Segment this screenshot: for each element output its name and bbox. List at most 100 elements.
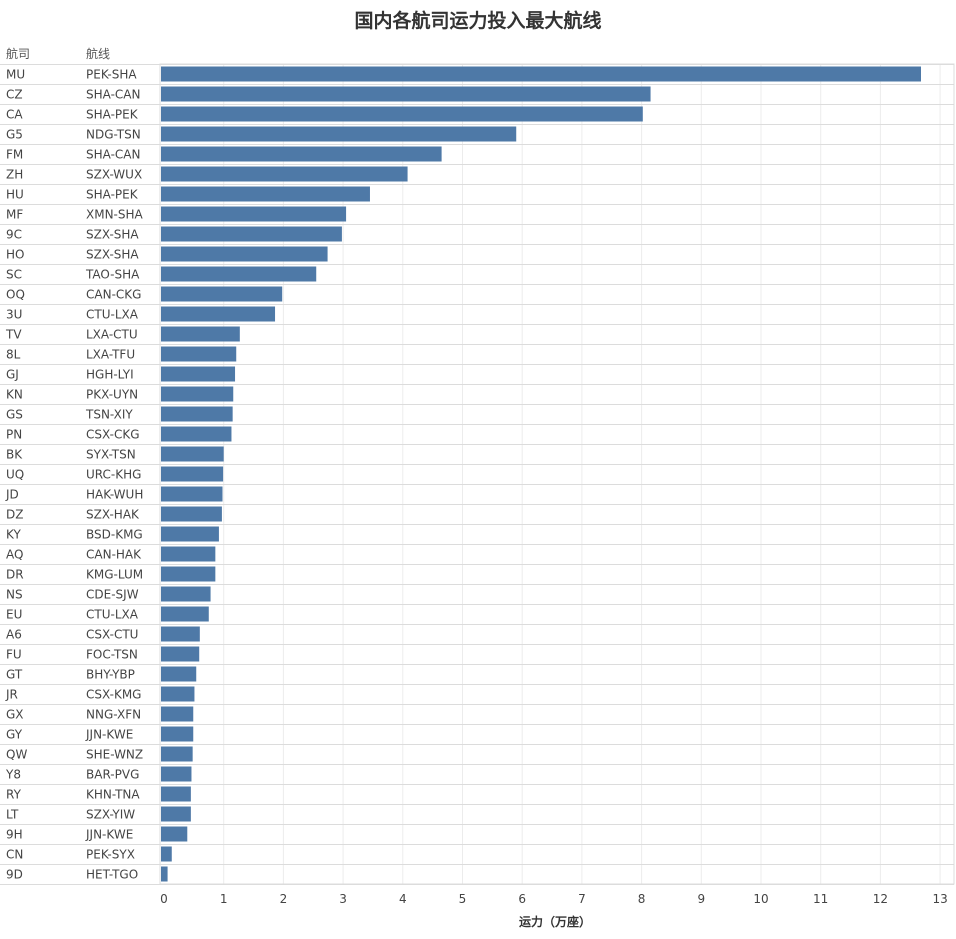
x-tick-label: 4 [399, 892, 407, 906]
route-label: URC-KHG [86, 468, 141, 482]
bar-BK [161, 446, 224, 462]
bar-FM [161, 146, 442, 162]
bar-OQ [161, 286, 283, 302]
column-header-route: 航线 [86, 46, 110, 61]
airline-label: DZ [6, 508, 23, 522]
bar-HU [161, 186, 370, 202]
x-tick-label: 13 [932, 892, 947, 906]
route-label: SYX-TSN [86, 448, 136, 462]
airline-label: CZ [6, 88, 23, 102]
bar-CZ [161, 86, 651, 102]
x-tick-label: 7 [578, 892, 586, 906]
route-label: SZX-SHA [86, 228, 139, 242]
bar-9H [161, 826, 188, 842]
route-label: SZX-YIW [86, 808, 135, 822]
airline-label: JR [5, 688, 18, 702]
x-tick-label: 10 [753, 892, 768, 906]
bar-8L [161, 346, 237, 362]
route-label: KMG-LUM [86, 568, 143, 582]
route-label: SHE-WNZ [86, 748, 143, 762]
bar-Y8 [161, 766, 192, 782]
bar-GJ [161, 366, 236, 382]
bar-KN [161, 386, 234, 402]
route-label: CAN-HAK [86, 548, 142, 562]
x-tick-label: 9 [697, 892, 705, 906]
bar-DR [161, 566, 216, 582]
route-label: LXA-TFU [86, 348, 135, 362]
airline-label: TV [5, 328, 22, 342]
route-label: SZX-HAK [86, 508, 140, 522]
airline-label: MF [6, 208, 23, 222]
airline-label: GJ [6, 368, 19, 382]
bar-9D [161, 866, 168, 882]
airline-label: CN [6, 848, 23, 862]
route-label: FOC-TSN [86, 648, 138, 662]
route-label: PEK-SHA [86, 68, 137, 82]
airline-label: LT [6, 808, 19, 822]
bar-9C [161, 226, 342, 242]
airline-label: GT [6, 668, 23, 682]
airline-label: FM [6, 148, 23, 162]
bar-CN [161, 846, 172, 862]
route-label: BSD-KMG [86, 528, 143, 542]
airline-label: 8L [6, 348, 21, 362]
bar-DZ [161, 506, 222, 522]
bar-RY [161, 786, 191, 802]
airline-label: QW [6, 748, 27, 762]
airline-label: MU [6, 68, 25, 82]
bar-NS [161, 586, 211, 602]
chart-title: 国内各航司运力投入最大航线 [354, 9, 601, 32]
x-tick-label: 0 [160, 892, 168, 906]
airline-label: HO [6, 248, 24, 262]
x-tick-label: 6 [518, 892, 526, 906]
route-label: XMN-SHA [86, 208, 144, 222]
route-label: CSX-CKG [86, 428, 140, 442]
x-axis-title: 运力（万座） [519, 914, 591, 929]
route-label: HET-TGO [86, 868, 138, 882]
airline-label: 9H [6, 828, 23, 842]
airline-label: EU [6, 608, 22, 622]
bar-MU [161, 66, 921, 82]
route-label: JJN-KWE [85, 728, 133, 742]
airline-label: GY [6, 728, 23, 742]
airline-label: RY [6, 788, 22, 802]
airline-label: KN [6, 388, 23, 402]
route-label: SHA-CAN [86, 148, 140, 162]
bar-3U [161, 306, 276, 322]
bar-A6 [161, 626, 200, 642]
bars [161, 66, 921, 882]
route-label: NNG-XFN [86, 708, 141, 722]
airline-label: A6 [6, 628, 22, 642]
airline-label: UQ [6, 468, 24, 482]
route-label: CSX-CTU [86, 628, 138, 642]
row-separators [0, 64, 954, 885]
airline-label: AQ [6, 548, 23, 562]
x-tick-label: 11 [813, 892, 828, 906]
airline-label: FU [6, 648, 22, 662]
route-label: PKX-UYN [86, 388, 138, 402]
airline-label: ZH [6, 168, 23, 182]
airline-label: GS [6, 408, 23, 422]
airline-label: OQ [6, 288, 25, 302]
column-header-airline: 航司 [6, 46, 30, 61]
bar-UQ [161, 466, 224, 482]
airline-label: 9D [6, 868, 23, 882]
airline-label: PN [6, 428, 22, 442]
x-tick-label: 5 [459, 892, 467, 906]
x-tick-label: 8 [638, 892, 646, 906]
bar-EU [161, 606, 209, 622]
route-label: SHA-PEK [86, 188, 139, 202]
airline-label: NS [6, 588, 23, 602]
route-label: JJN-KWE [85, 828, 133, 842]
airline-label: JD [5, 488, 19, 502]
route-label: BHY-YBP [86, 668, 135, 682]
bar-JR [161, 686, 195, 702]
route-label: CDE-SJW [86, 588, 139, 602]
bar-LT [161, 806, 191, 822]
row-labels: MU PEK-SHA CZ SHA-CAN CA SHA-PEK G5 NDG-TSN FM SH… [5, 68, 144, 882]
x-tick-label: 3 [339, 892, 347, 906]
bar-PN [161, 426, 232, 442]
x-axis-ticks: 0 1 2 3 4 5 6 7 8 9 10 11 12 13 [160, 892, 948, 906]
airline-label: HU [6, 188, 24, 202]
